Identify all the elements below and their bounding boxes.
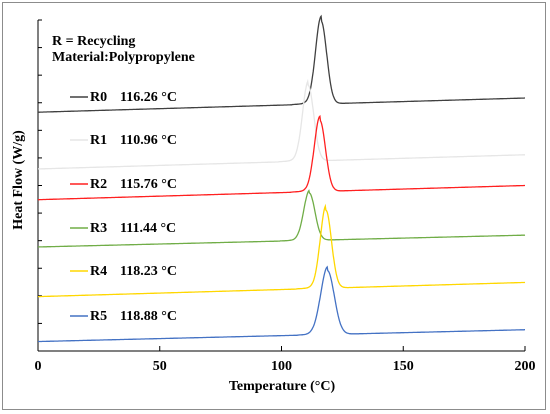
x-axis-title: Temperature (°C): [229, 379, 336, 394]
series-r4-line: [38, 203, 526, 298]
series-r2-line: [38, 114, 525, 201]
curves: [38, 14, 526, 343]
legend-name-r1: R1: [90, 133, 107, 148]
legend-name-r4: R4: [90, 264, 107, 279]
axes: 0 50 100 150 200: [35, 19, 536, 374]
x-tick-label: 100: [271, 359, 292, 374]
legend: R0 116.26 °C R1 110.96 °C R2 115.76 °C R3 111.4…: [70, 90, 177, 324]
legend-name-r0: R0: [90, 90, 107, 105]
legend-peak-r5: 118.88 °C: [120, 309, 177, 324]
legend-name-r3: R3: [90, 221, 107, 236]
y-axis-title: Heat Flow (W/g): [11, 130, 26, 230]
legend-peak-r2: 115.76 °C: [120, 177, 177, 192]
legend-peak-r3: 111.44 °C: [120, 221, 176, 236]
series-r5-line: [38, 265, 525, 343]
legend-name-r5: R5: [90, 309, 107, 324]
legend-peak-r0: 116.26 °C: [120, 90, 177, 105]
series-r3-line: [38, 189, 526, 248]
x-tick-label: 150: [393, 359, 414, 374]
legend-peak-r4: 118.23 °C: [120, 264, 177, 279]
legend-name-r2: R2: [90, 177, 107, 192]
x-tick-label: 50: [153, 359, 167, 374]
chart-frame: [2, 2, 546, 410]
annotation-recycling: R = Recycling: [52, 34, 135, 49]
x-tick-label: 0: [35, 359, 42, 374]
legend-peak-r1: 110.96 °C: [120, 133, 177, 148]
annotation-material: Material:Polypropylene: [52, 50, 195, 65]
series-r1-line: [38, 78, 525, 170]
series-r0-line: [38, 14, 525, 113]
x-tick-label: 200: [515, 359, 536, 374]
